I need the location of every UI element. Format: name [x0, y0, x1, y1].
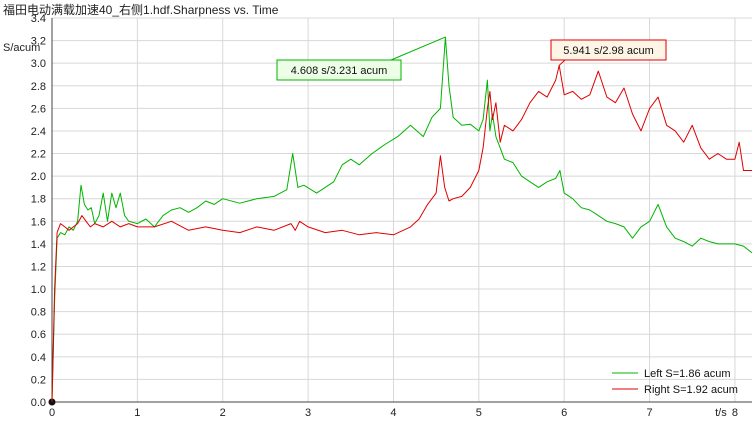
y-tick-label: 0.0: [31, 397, 46, 409]
series-lines: [51, 36, 753, 403]
legend-label: Left S=1.86 acum: [644, 368, 731, 380]
x-tick-label: 6: [561, 407, 567, 419]
x-tick-labels: 0 1 2 3 4 5 6 7 8: [49, 407, 738, 419]
x-tick-label: 4: [390, 407, 396, 419]
y-axis-label: S/acum: [3, 42, 41, 54]
y-tick-label: 3.0: [31, 58, 46, 70]
series-line-left: [51, 36, 753, 403]
y-tick-label: 0.2: [31, 374, 46, 386]
annotations: 4.608 s/3.231 acum 5.941 s/2.98 acum: [276, 36, 667, 81]
y-tick-label: 1.8: [31, 194, 46, 206]
y-tick-label: 2.4: [31, 126, 46, 138]
y-tick-label: 1.2: [31, 261, 46, 273]
y-tick-label: 0.8: [31, 307, 46, 319]
y-tick-label: 0.6: [31, 329, 46, 341]
y-tick-label: 1.0: [31, 284, 46, 296]
y-tick-label: 2.2: [31, 149, 46, 161]
y-tick-label: 0.4: [31, 352, 46, 364]
y-tick-label: 2.6: [31, 103, 46, 115]
legend-label: Right S=1.92 acum: [644, 384, 738, 396]
annotation-box: [550, 39, 667, 61]
x-tick-label: 7: [646, 407, 652, 419]
annotation-label: 5.941 s/2.98 acum: [563, 45, 654, 57]
x-tick-label: 8: [732, 407, 738, 419]
y-tick-label: 1.6: [31, 216, 46, 228]
annotation-leader: [390, 36, 446, 61]
y-tick-labels: 0.0 0.2 0.4 0.6 0.8 1.0 1.2 1.4 1.6 1.8 2.0 2.2 2.4 2…: [31, 13, 46, 409]
annotation-leader: [558, 59, 566, 66]
y-tick-label: 1.4: [31, 239, 46, 251]
chart-title: 福田电动满载加速40_右侧1.hdf.Sharpness vs. Time: [3, 3, 279, 17]
grid: [52, 17, 752, 402]
y-tick-label: 2.8: [31, 81, 46, 93]
y-tick-label: 3.4: [31, 13, 46, 25]
x-tick-label: 0: [49, 407, 55, 419]
x-tick-label: 2: [220, 407, 226, 419]
x-tick-label: 3: [305, 407, 311, 419]
x-tick-label: 5: [476, 407, 482, 419]
x-axis-label: t/s: [715, 407, 727, 419]
legend: Left S=1.86 acum Right S=1.92 acum: [612, 368, 738, 396]
y-tick-label: 3.2: [31, 36, 46, 48]
y-tick-label: 2.0: [31, 171, 46, 183]
annotation-box: [276, 59, 402, 81]
annotation-label: 4.608 s/3.231 acum: [291, 65, 388, 77]
series-line-right: [51, 64, 752, 403]
x-tick-label: 1: [134, 407, 140, 419]
